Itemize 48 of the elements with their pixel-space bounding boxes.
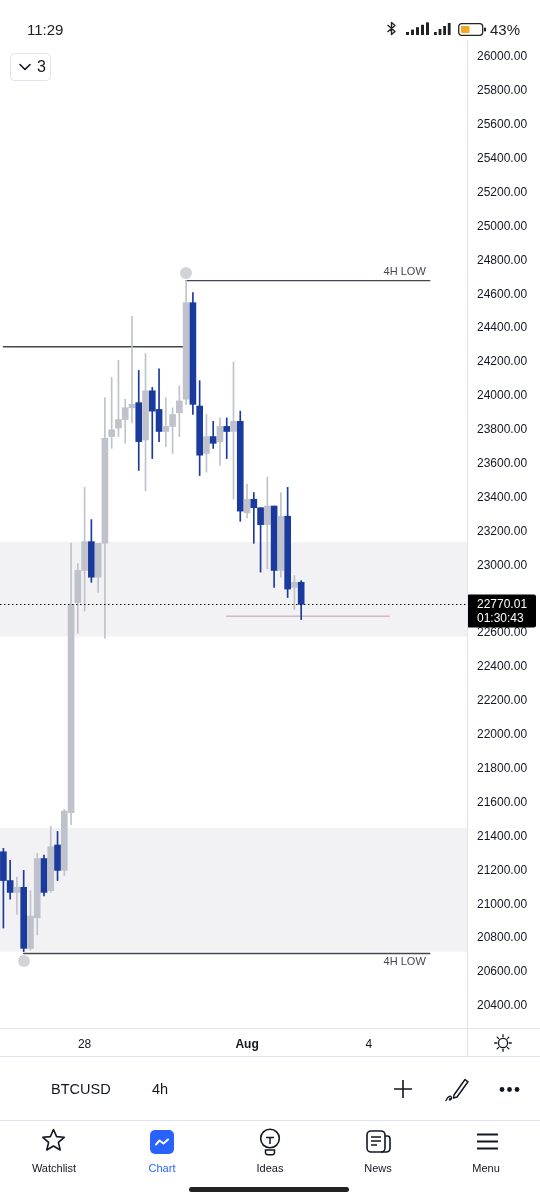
- text: 11:29: [27, 21, 64, 38]
- y-tick-label: 22000.00: [477, 727, 528, 742]
- candlestick: [108, 376, 115, 449]
- y-tick-label: 25600.00: [477, 117, 528, 132]
- y-tick-label: 21600.00: [477, 794, 528, 809]
- text: News: [364, 1162, 392, 1174]
- y-tick-label: 20800.00: [477, 930, 528, 945]
- y-tick-label: 21800.00: [477, 761, 528, 776]
- x-tick-label: 28: [77, 1036, 92, 1051]
- y-tick-label: 24600.00: [477, 286, 528, 301]
- y-tick-label: 20400.00: [477, 998, 528, 1013]
- y-tick-label: 23200.00: [477, 523, 528, 538]
- y-tick-label: 24200.00: [477, 354, 528, 369]
- y-tick-label: 21200.00: [477, 862, 528, 877]
- y-tick-label: 25000.00: [477, 218, 528, 233]
- y-tick-label: 22200.00: [477, 693, 528, 708]
- text: Watchlist: [31, 1162, 77, 1174]
- text: 43%: [490, 21, 521, 38]
- text: Chart: [148, 1162, 176, 1174]
- y-tick-label: 25800.00: [477, 83, 528, 98]
- text: 01:30:43: [477, 610, 525, 625]
- annotation: 3: [37, 58, 46, 75]
- y-tick-label: 20600.00: [477, 964, 528, 979]
- y-tick-label: 21400.00: [477, 828, 528, 843]
- series-label: 4H LOW: [383, 954, 427, 967]
- text: Ideas: [256, 1162, 284, 1174]
- text: Menu: [472, 1162, 500, 1174]
- y-tick-label: 25200.00: [477, 184, 528, 199]
- y-tick-label: 23400.00: [477, 489, 528, 504]
- y-tick-label: 26000.00: [477, 49, 528, 64]
- y-tick-label: 23600.00: [477, 455, 528, 470]
- candlestick: [223, 417, 231, 459]
- y-tick-label: 24800.00: [477, 252, 528, 267]
- ref-line-label: 22770.01: [477, 596, 528, 611]
- y-tick-label: 24400.00: [477, 320, 528, 335]
- series-label: 4H LOW: [383, 265, 427, 278]
- y-tick-label: 24000.00: [477, 388, 528, 403]
- y-tick-label: 25400.00: [477, 150, 528, 165]
- y-tick-label: 23000.00: [477, 557, 528, 572]
- text: BTCUSD: [51, 1081, 111, 1097]
- y-tick-label: 22600.00: [477, 625, 528, 640]
- text: 4h: [152, 1081, 169, 1097]
- candlestick: [13, 876, 21, 915]
- x-tick-label: 4: [365, 1036, 373, 1051]
- y-tick-label: 22400.00: [477, 659, 528, 674]
- y-tick-label: 21000.00: [477, 896, 528, 911]
- y-tick-label: 23800.00: [477, 422, 528, 437]
- x-tick-label: Aug: [235, 1036, 259, 1051]
